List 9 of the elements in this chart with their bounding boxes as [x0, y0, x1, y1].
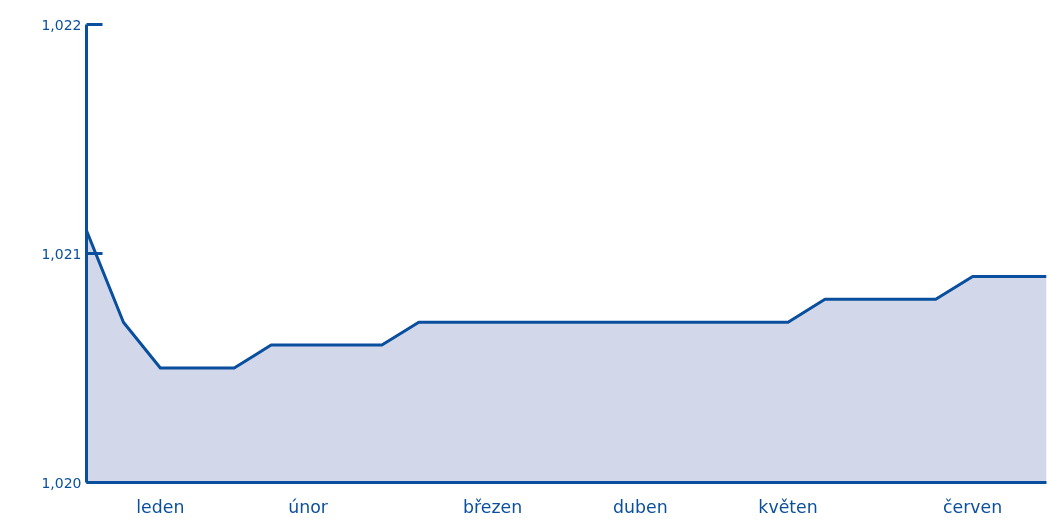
y-tick-label: 1,020 [41, 474, 82, 491]
x-tick-label: červen [943, 496, 1003, 517]
y-tick-label: 1,022 [41, 16, 82, 33]
x-tick-label: duben [613, 496, 668, 517]
x-tick-label: leden [136, 496, 185, 517]
x-tick-label: únor [288, 496, 329, 517]
y-tick-label: 1,021 [41, 245, 82, 262]
x-tick-label: březen [463, 496, 523, 517]
x-tick-label: květen [758, 496, 818, 517]
